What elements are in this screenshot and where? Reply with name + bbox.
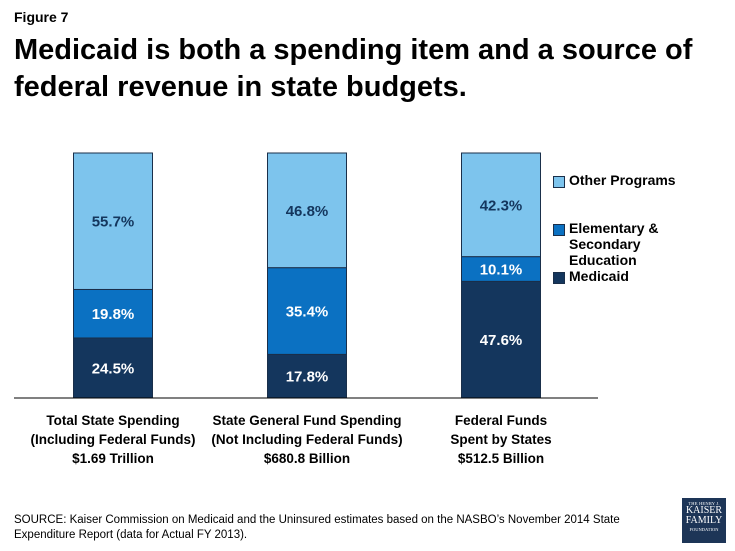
- data-label-education-1: 35.4%: [286, 304, 329, 321]
- kff-logo: THE HENRY J. KAISER FAMILY FOUNDATION: [682, 498, 726, 543]
- legend-swatch-medicaid: [553, 272, 565, 284]
- bar-segment-other-programs-1: [267, 152, 347, 269]
- chart-title: Medicaid is both a spending item and a s…: [14, 34, 693, 103]
- category-label-0-1: (Including Federal Funds): [31, 432, 196, 447]
- legend-label-education: Elementary & Secondary Education: [569, 220, 659, 268]
- category-label-2-1: Spent by States: [450, 432, 551, 447]
- bar-segment-other-programs-2: [461, 152, 541, 258]
- bar-segment-education-2: [461, 256, 541, 282]
- data-label-medicaid-0: 24.5%: [92, 360, 135, 377]
- bar-segment-medicaid-0: [73, 337, 153, 399]
- data-label-education-0: 19.8%: [92, 306, 135, 323]
- legend-item-medicaid: Medicaid: [553, 268, 629, 284]
- stacked-bar-chart: 24.5% 19.8% 55.7% Total State Spending (Incl…: [14, 152, 598, 466]
- category-label-2-0: Federal Funds: [455, 413, 547, 428]
- data-label-other-programs-2: 42.3%: [480, 197, 523, 214]
- category-label-0-2: $1.69 Trillion: [72, 451, 154, 466]
- data-label-education-2: 10.1%: [480, 262, 523, 279]
- data-label-medicaid-2: 47.6%: [480, 332, 523, 349]
- bar-segment-other-programs-0: [73, 152, 153, 290]
- legend-label-medicaid: Medicaid: [569, 268, 629, 284]
- legend-label-other-programs: Other Programs: [569, 172, 676, 188]
- category-label-1-0: State General Fund Spending: [212, 413, 401, 428]
- category-label-0-0: Total State Spending: [46, 413, 179, 428]
- data-label-other-programs-0: 55.7%: [92, 214, 135, 231]
- legend-swatch-other-programs: [553, 176, 565, 188]
- bar-segment-medicaid-2: [461, 280, 541, 399]
- category-label-2-2: $512.5 Billion: [458, 451, 544, 466]
- bar-segment-medicaid-1: [267, 353, 347, 399]
- data-label-other-programs-1: 46.8%: [286, 203, 329, 220]
- category-label-1-1: (Not Including Federal Funds): [211, 432, 402, 447]
- category-label-1-2: $680.8 Billion: [264, 451, 350, 466]
- source-note: SOURCE: Kaiser Commission on Medicaid an…: [14, 514, 620, 541]
- legend-item-other-programs: Other Programs: [553, 172, 676, 188]
- figure-label: Figure 7: [14, 9, 69, 25]
- legend-swatch-education: [553, 224, 565, 236]
- bar-segment-education-1: [267, 267, 347, 355]
- legend-item-education: Elementary & Secondary Education: [553, 220, 733, 268]
- data-label-medicaid-1: 17.8%: [286, 369, 329, 386]
